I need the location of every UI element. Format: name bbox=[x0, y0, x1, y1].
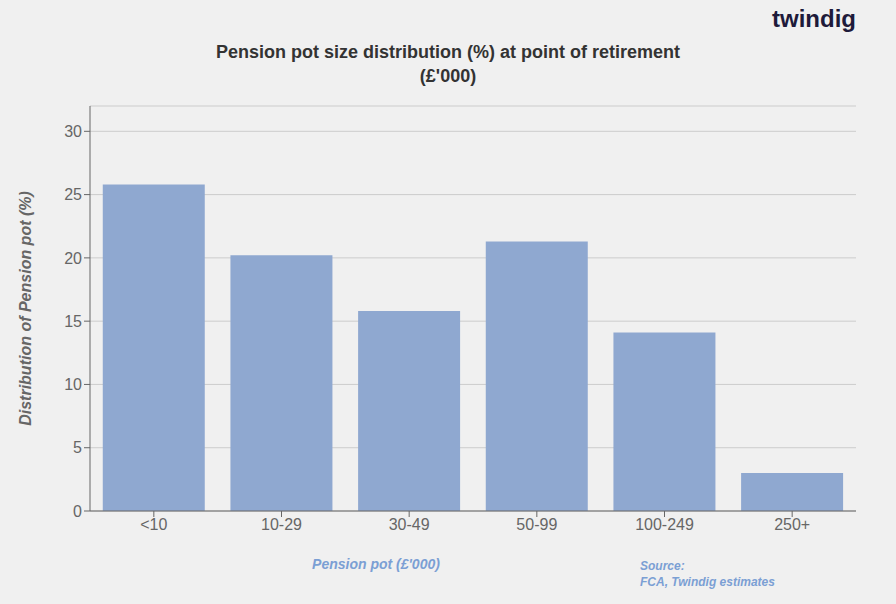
svg-text:50-99: 50-99 bbox=[516, 516, 557, 533]
svg-text:20: 20 bbox=[64, 250, 82, 267]
html-text:Pension pot (£'000): Pension pot (£'000) bbox=[312, 556, 440, 572]
html-text:twindig: twindig bbox=[772, 5, 856, 32]
html-text:Source: FCA, Twindig estimates: Source: FCA, Twindig estimates bbox=[640, 559, 775, 589]
svg-text:15: 15 bbox=[64, 313, 82, 330]
svg-text:250+: 250+ bbox=[774, 516, 810, 533]
svg-text:25: 25 bbox=[64, 186, 82, 203]
svg-text:Distribution of Pension pot (%: Distribution of Pension pot (%) bbox=[17, 191, 34, 426]
svg-text:30: 30 bbox=[64, 123, 82, 140]
svg-text:<10: <10 bbox=[140, 516, 167, 533]
svg-text:30-49: 30-49 bbox=[389, 516, 430, 533]
svg-text:0: 0 bbox=[73, 503, 82, 520]
svg-text:10-29: 10-29 bbox=[261, 516, 302, 533]
html-text:(£'000): (£'000) bbox=[419, 66, 477, 86]
svg-text:10: 10 bbox=[64, 376, 82, 393]
svg-text:100-249: 100-249 bbox=[635, 516, 694, 533]
html-text:Pension pot size distribution: Pension pot size distribution (%) at poi… bbox=[216, 42, 680, 62]
svg-text:5: 5 bbox=[73, 439, 82, 456]
